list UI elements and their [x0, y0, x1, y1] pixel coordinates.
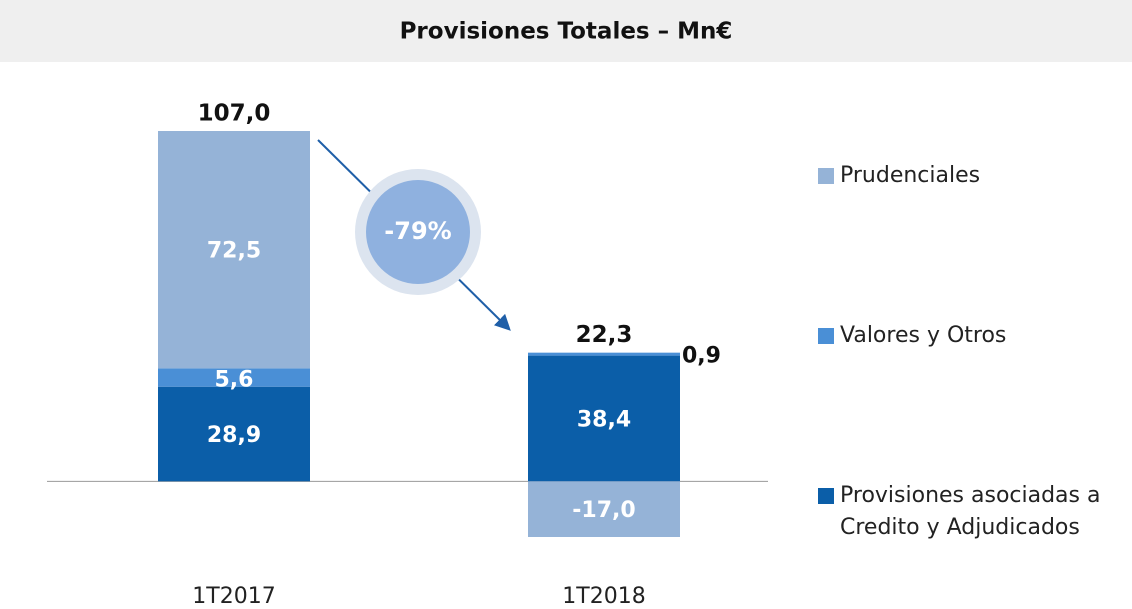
total-label: 107,0	[198, 101, 271, 127]
value-label: 28,9	[207, 423, 261, 448]
bar-segment	[158, 368, 310, 387]
value-label: -17,0	[572, 498, 635, 523]
legend-label: Provisiones asociadas a Credito y Adjudi…	[840, 483, 1101, 540]
total-label: 22,3	[576, 322, 633, 348]
bar-segment	[528, 481, 680, 537]
value-label: 0,9	[682, 344, 721, 369]
chart-title: Provisiones Totales – Mn€	[400, 19, 733, 45]
bar-segment	[528, 355, 680, 482]
title-bar	[0, 0, 1132, 62]
bubble-inner	[366, 180, 470, 284]
value-label: 38,4	[577, 407, 631, 432]
value-label: 72,5	[207, 239, 261, 264]
legend-swatch	[818, 488, 834, 504]
x-tick-label: 1T2018	[562, 584, 645, 609]
annotation: -79%	[384, 217, 451, 245]
bar-segment	[158, 386, 310, 482]
value-label: 5,6	[215, 368, 254, 393]
legend-swatch	[818, 328, 834, 344]
legend-label: Prudenciales	[840, 163, 981, 188]
bar-segment	[158, 131, 310, 369]
legend-swatch	[818, 168, 834, 184]
x-tick-label: 1T2017	[192, 584, 275, 609]
legend-label: Valores y Otros	[840, 323, 1007, 348]
bar-segment	[528, 352, 680, 356]
